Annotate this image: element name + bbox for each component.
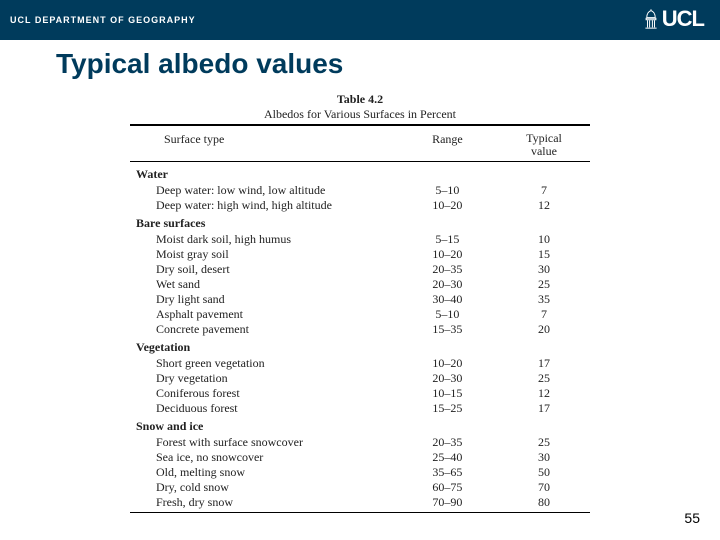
table-row: Dry soil, desert20–3530: [130, 262, 590, 277]
table-row: Concrete pavement15–3520: [130, 322, 590, 337]
table-section-title: Vegetation: [130, 337, 590, 356]
cell-range: 70–90: [397, 495, 498, 510]
cell-range: 5–10: [397, 183, 498, 198]
table-row: Moist dark soil, high humus5–1510: [130, 232, 590, 247]
cell-surface: Asphalt pavement: [130, 307, 397, 322]
cell-typical: 25: [498, 277, 590, 292]
table-caption: Albedos for Various Surfaces in Percent: [130, 107, 590, 122]
table-row: Short green vegetation10–2017: [130, 356, 590, 371]
cell-typical: 70: [498, 480, 590, 495]
cell-surface: Forest with surface snowcover: [130, 435, 397, 450]
page-number: 55: [684, 510, 700, 526]
cell-surface: Deep water: low wind, low altitude: [130, 183, 397, 198]
table-row: Dry light sand30–4035: [130, 292, 590, 307]
cell-typical: 15: [498, 247, 590, 262]
table-number: Table 4.2: [130, 92, 590, 107]
cell-range: 15–35: [397, 322, 498, 337]
cell-typical: 17: [498, 356, 590, 371]
cell-surface: Wet sand: [130, 277, 397, 292]
slide-title: Typical albedo values: [56, 48, 720, 80]
cell-surface: Deciduous forest: [130, 401, 397, 416]
col-header-range: Range: [397, 132, 498, 157]
cell-surface: Sea ice, no snowcover: [130, 450, 397, 465]
cell-range: 20–30: [397, 277, 498, 292]
cell-range: 5–10: [397, 307, 498, 322]
cell-surface: Moist gray soil: [130, 247, 397, 262]
cell-typical: 17: [498, 401, 590, 416]
table-rule-header: [130, 161, 590, 162]
cell-surface: Short green vegetation: [130, 356, 397, 371]
cell-range: 25–40: [397, 450, 498, 465]
cell-range: 10–20: [397, 247, 498, 262]
header-bar: UCL DEPARTMENT OF GEOGRAPHY UCL: [0, 0, 720, 40]
cell-typical: 7: [498, 183, 590, 198]
cell-surface: Moist dark soil, high humus: [130, 232, 397, 247]
cell-typical: 20: [498, 322, 590, 337]
cell-typical: 12: [498, 386, 590, 401]
table-column-headers: Surface type Range Typical value: [130, 128, 590, 159]
ucl-logo-text: UCL: [662, 6, 704, 32]
cell-range: 10–20: [397, 356, 498, 371]
ucl-logo: UCL: [644, 6, 704, 32]
cell-surface: Coniferous forest: [130, 386, 397, 401]
table-row: Moist gray soil10–2015: [130, 247, 590, 262]
table-rule-bottom: [130, 512, 590, 513]
cell-surface: Concrete pavement: [130, 322, 397, 337]
cell-range: 20–30: [397, 371, 498, 386]
ucl-dome-icon: [644, 9, 658, 29]
albedo-table: Table 4.2 Albedos for Various Surfaces i…: [130, 92, 590, 513]
table-section: VegetationShort green vegetation10–2017D…: [130, 337, 590, 416]
table-row: Deciduous forest15–2517: [130, 401, 590, 416]
table-row: Asphalt pavement5–107: [130, 307, 590, 322]
cell-range: 20–35: [397, 435, 498, 450]
cell-surface: Old, melting snow: [130, 465, 397, 480]
cell-surface: Fresh, dry snow: [130, 495, 397, 510]
table-section: WaterDeep water: low wind, low altitude5…: [130, 164, 590, 213]
cell-range: 10–20: [397, 198, 498, 213]
cell-typical: 7: [498, 307, 590, 322]
table-row: Deep water: low wind, low altitude5–107: [130, 183, 590, 198]
cell-typical: 12: [498, 198, 590, 213]
table-row: Dry vegetation20–3025: [130, 371, 590, 386]
col-header-surface: Surface type: [130, 132, 397, 157]
cell-surface: Deep water: high wind, high altitude: [130, 198, 397, 213]
table-row: Fresh, dry snow70–9080: [130, 495, 590, 510]
cell-range: 20–35: [397, 262, 498, 277]
cell-surface: Dry light sand: [130, 292, 397, 307]
cell-typical: 30: [498, 262, 590, 277]
table-row: Forest with surface snowcover20–3525: [130, 435, 590, 450]
table-section-title: Bare surfaces: [130, 213, 590, 232]
cell-range: 5–15: [397, 232, 498, 247]
cell-typical: 25: [498, 435, 590, 450]
cell-typical: 50: [498, 465, 590, 480]
table-section: Bare surfacesMoist dark soil, high humus…: [130, 213, 590, 337]
cell-surface: Dry soil, desert: [130, 262, 397, 277]
cell-surface: Dry, cold snow: [130, 480, 397, 495]
cell-typical: 30: [498, 450, 590, 465]
cell-range: 60–75: [397, 480, 498, 495]
cell-surface: Dry vegetation: [130, 371, 397, 386]
table-row: Sea ice, no snowcover25–4030: [130, 450, 590, 465]
table-row: Deep water: high wind, high altitude10–2…: [130, 198, 590, 213]
table-row: Wet sand20–3025: [130, 277, 590, 292]
col-header-typical: Typical value: [498, 132, 590, 157]
cell-typical: 35: [498, 292, 590, 307]
cell-range: 10–15: [397, 386, 498, 401]
cell-range: 30–40: [397, 292, 498, 307]
table-section-title: Snow and ice: [130, 416, 590, 435]
table-rule-top: [130, 124, 590, 126]
cell-typical: 10: [498, 232, 590, 247]
cell-range: 35–65: [397, 465, 498, 480]
table-row: Old, melting snow35–6550: [130, 465, 590, 480]
table-section-title: Water: [130, 164, 590, 183]
cell-range: 15–25: [397, 401, 498, 416]
cell-typical: 80: [498, 495, 590, 510]
table-section: Snow and iceForest with surface snowcove…: [130, 416, 590, 510]
cell-typical: 25: [498, 371, 590, 386]
department-label: UCL DEPARTMENT OF GEOGRAPHY: [10, 15, 196, 25]
table-row: Dry, cold snow60–7570: [130, 480, 590, 495]
table-row: Coniferous forest10–1512: [130, 386, 590, 401]
